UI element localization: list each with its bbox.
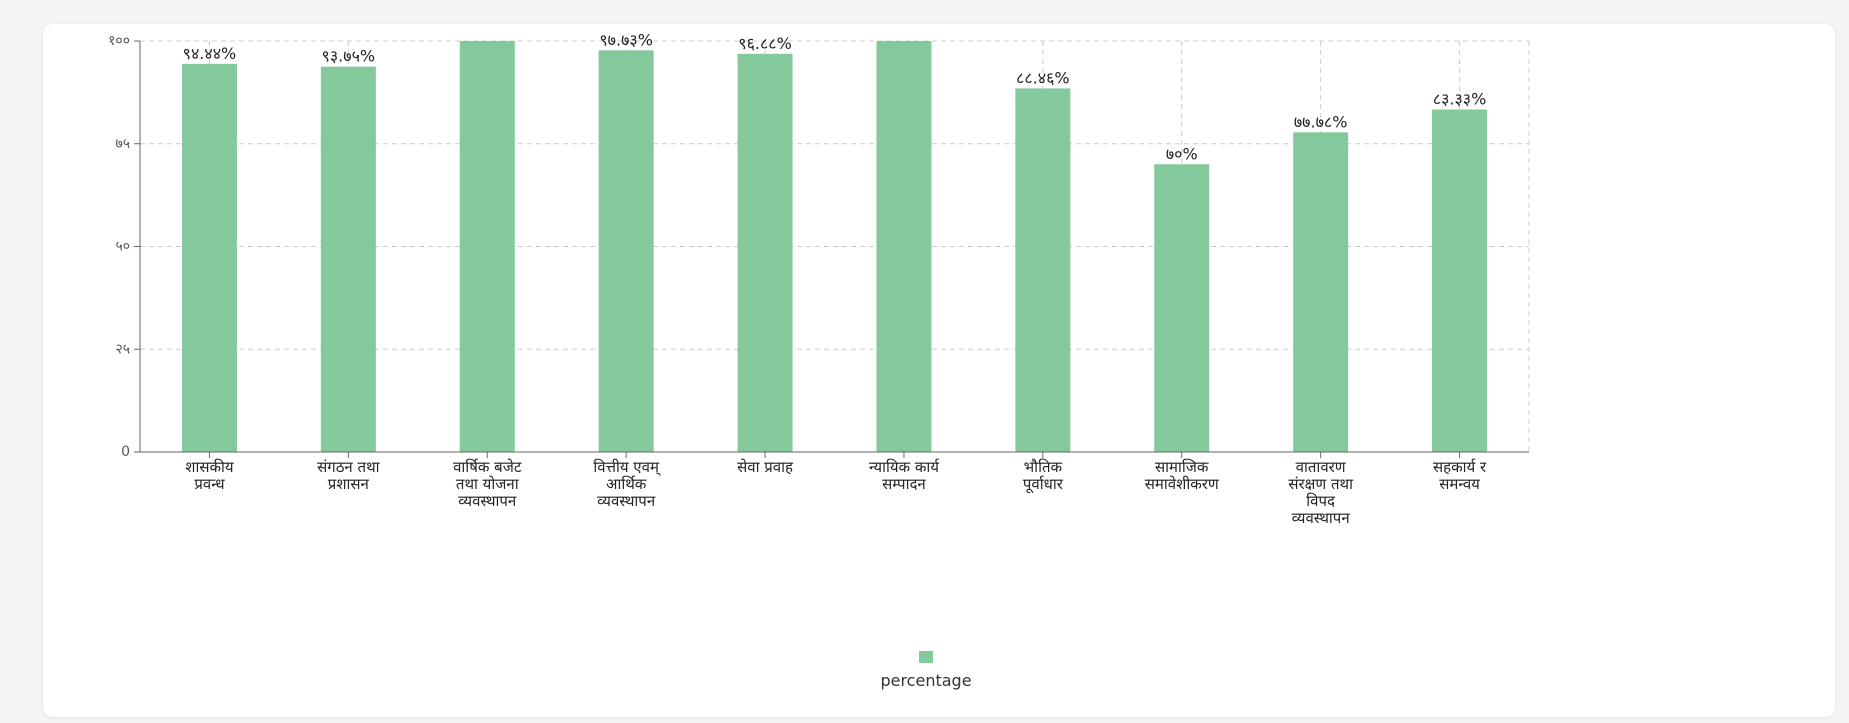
bar-chart: 0 २५ ५० ७५ १०० ९४.४४% ९३.७५% ९७.७३% ९६.८८% ८८.४६%… bbox=[108, 30, 1530, 690]
data-label: ८३.३३% bbox=[1433, 90, 1487, 109]
bar bbox=[1015, 88, 1071, 453]
y-tick-label: १०० bbox=[108, 33, 130, 49]
y-tick-label: 0 bbox=[121, 444, 130, 460]
data-label: ९३.७५% bbox=[322, 47, 376, 66]
bar bbox=[1154, 164, 1210, 453]
x-tick-label: शासकीय प्रवन्ध bbox=[185, 458, 234, 493]
data-label: ९६.८८% bbox=[738, 34, 792, 53]
data-label: ९७.७३% bbox=[599, 30, 653, 49]
data-label: ७७.७८% bbox=[1294, 112, 1348, 131]
x-tick-label: सेवा प्रवाह bbox=[737, 458, 794, 476]
bar bbox=[1293, 132, 1349, 452]
chart-card: 0 २५ ५० ७५ १०० ९४.४४% ९३.७५% ९७.७३% ९६.८८% ८८.४६%… bbox=[43, 24, 1835, 717]
x-tick-label: संगठन तथा प्रशासन bbox=[317, 458, 381, 493]
y-tick-label: ५० bbox=[115, 239, 130, 255]
bar bbox=[598, 50, 654, 452]
bar bbox=[1432, 109, 1488, 452]
x-tick-label: न्यायिक कार्य सम्पादन bbox=[869, 458, 940, 493]
legend-swatch bbox=[919, 651, 933, 663]
legend-label: percentage bbox=[880, 671, 971, 690]
y-tick-label: ७५ bbox=[115, 136, 130, 152]
y-tick-label: २५ bbox=[115, 341, 130, 357]
x-tick-label: वित्तीय एवम् आर्थिक व्यवस्थापन bbox=[593, 458, 661, 510]
x-tick-label: भौतिक पूर्वाधार bbox=[1023, 458, 1064, 494]
data-label: ७०% bbox=[1166, 144, 1198, 163]
bar bbox=[737, 53, 793, 452]
bar bbox=[181, 63, 237, 453]
x-tick-label: वातावरण संरक्षण तथा विपद व्यवस्थापन bbox=[1288, 458, 1354, 527]
data-label: ९४.४४% bbox=[183, 44, 237, 63]
bar bbox=[876, 41, 932, 452]
bar bbox=[459, 41, 515, 452]
x-tick-label: सामाजिक समावेशीकरण bbox=[1145, 458, 1220, 493]
bar bbox=[320, 66, 376, 452]
x-tick-label: सहकार्य र समन्वय bbox=[1433, 458, 1487, 493]
x-tick-label: वार्षिक बजेट तथा योजना व्यवस्थापन bbox=[453, 458, 522, 510]
data-label: ८८.४६% bbox=[1016, 68, 1070, 87]
